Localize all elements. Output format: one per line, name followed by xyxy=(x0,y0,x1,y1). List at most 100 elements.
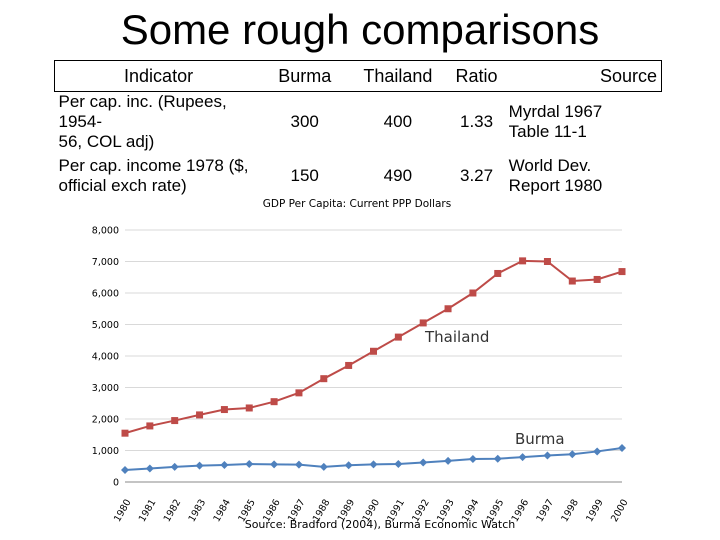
ratio-value: 1.33 xyxy=(460,112,494,131)
slide-title: Some rough comparisons xyxy=(120,6,600,53)
data-point xyxy=(394,333,402,341)
y-tick-label: 6,000 xyxy=(92,289,119,300)
data-point xyxy=(468,455,477,464)
data-point xyxy=(245,404,253,412)
table-row: Per cap. income 1978 ($, official exch ra… xyxy=(55,152,662,200)
data-point xyxy=(419,319,427,327)
data-point xyxy=(121,466,129,475)
y-tick-label: 5,000 xyxy=(92,320,119,331)
data-point xyxy=(568,277,576,285)
burma-value: 300 xyxy=(290,112,319,131)
data-point xyxy=(294,460,303,469)
data-point xyxy=(196,411,204,419)
header-burma: Burma xyxy=(262,60,348,92)
data-point xyxy=(220,460,229,469)
indicator-cell: Per cap. inc. (Rupees, 1954- 56, COL adj) xyxy=(55,92,263,153)
data-point xyxy=(444,456,453,465)
x-tick-label: 1997 xyxy=(534,498,556,524)
data-point xyxy=(146,422,154,430)
data-point xyxy=(618,443,626,452)
data-point xyxy=(518,453,527,462)
series-line xyxy=(124,259,623,435)
table-header-row: Indicator Burma Thailand Ratio Source xyxy=(54,60,662,92)
data-point xyxy=(469,289,477,297)
source-cell: World Dev. Report 1980 xyxy=(505,152,662,200)
thailand-value: 490 xyxy=(383,166,413,185)
data-point xyxy=(270,460,279,469)
burma-series-label: Burma xyxy=(515,430,565,448)
indicator-cell: Per cap. income 1978 ($, official exch ra… xyxy=(55,152,263,200)
data-point xyxy=(494,269,502,277)
data-point xyxy=(270,398,278,406)
data-point xyxy=(295,389,303,397)
y-tick-label: 2,000 xyxy=(92,415,119,426)
header-source: Source xyxy=(595,60,662,92)
header-thailand: Thailand xyxy=(347,60,449,92)
header-blank xyxy=(504,60,596,92)
data-point xyxy=(519,257,527,265)
data-point xyxy=(170,462,179,471)
data-point xyxy=(369,460,378,469)
x-tick-label: 1980 xyxy=(112,498,134,524)
indicator-line: Per cap. income 1978 ($, xyxy=(58,156,249,175)
data-point xyxy=(568,450,577,459)
header-indicator: Indicator xyxy=(54,60,263,92)
series-thailand xyxy=(121,257,626,437)
grid-lines xyxy=(125,229,622,483)
y-tick-label: 3,000 xyxy=(92,383,119,394)
indicator-line: Per cap. inc. (Rupees, 1954- xyxy=(58,92,227,131)
chart-title: GDP Per Capita: Current PPP Dollars xyxy=(263,198,451,210)
x-tick-label: 1984 xyxy=(211,498,233,524)
source-cell: Myrdal 1967 Table 11-1 xyxy=(505,92,662,153)
header-ratio: Ratio xyxy=(448,60,505,92)
data-point xyxy=(344,461,353,470)
thailand-series-label: Thailand xyxy=(424,328,489,346)
chart-source: Source: Bradford (2004), Burma Economic … xyxy=(245,518,516,531)
data-point xyxy=(320,375,328,383)
x-tick-label: 2000 xyxy=(609,498,631,524)
data-point xyxy=(345,361,353,369)
x-tick-label: 1982 xyxy=(162,498,184,524)
y-tick-labels: 0 1,000 2,000 3,000 4,000 5,000 6,000 7,000 8,00… xyxy=(92,226,119,489)
thailand-value: 400 xyxy=(383,112,413,131)
source-line: Myrdal 1967 xyxy=(508,102,603,121)
source-line: Table 11-1 xyxy=(508,122,587,141)
table-row: Per cap. inc. (Rupees, 1954- 56, COL adj)… xyxy=(55,92,662,153)
data-point xyxy=(618,268,626,276)
data-point xyxy=(444,305,452,313)
comparison-table: Indicator Burma Thailand Ratio Source Pe… xyxy=(54,60,662,200)
data-point xyxy=(493,454,502,463)
data-point xyxy=(145,464,154,473)
data-point xyxy=(319,462,328,471)
data-point xyxy=(195,461,204,470)
source-line: World Dev. xyxy=(508,156,592,175)
source-line: Report 1980 xyxy=(508,176,603,195)
x-tick-label: 1999 xyxy=(584,498,606,524)
series-burma xyxy=(121,443,626,475)
series-layer xyxy=(121,257,626,475)
y-tick-label: 4,000 xyxy=(92,352,119,363)
data-point xyxy=(171,417,179,425)
data-point xyxy=(593,447,602,456)
data-point xyxy=(593,275,601,283)
y-tick-label: 0 xyxy=(113,478,119,489)
data-point xyxy=(245,460,254,469)
y-tick-label: 8,000 xyxy=(92,226,119,237)
gdp-line-chart: GDP Per Capita: Current PPP Dollars 0 1,0… xyxy=(92,198,631,531)
indicator-line: official exch rate) xyxy=(58,176,187,195)
data-point xyxy=(121,429,129,437)
data-point xyxy=(543,451,552,460)
data-point xyxy=(220,406,228,414)
ratio-value: 3.27 xyxy=(460,166,494,185)
data-point xyxy=(419,458,428,467)
x-tick-label: 1983 xyxy=(187,498,209,524)
data-point xyxy=(370,347,377,355)
indicator-line: 56, COL adj) xyxy=(58,132,155,151)
y-tick-label: 1,000 xyxy=(92,446,119,457)
x-tick-label: 1998 xyxy=(559,498,581,524)
burma-value: 150 xyxy=(290,166,319,185)
data-point xyxy=(394,460,403,469)
y-tick-label: 7,000 xyxy=(92,257,119,268)
x-tick-label: 1981 xyxy=(137,498,159,524)
data-point xyxy=(543,258,551,265)
